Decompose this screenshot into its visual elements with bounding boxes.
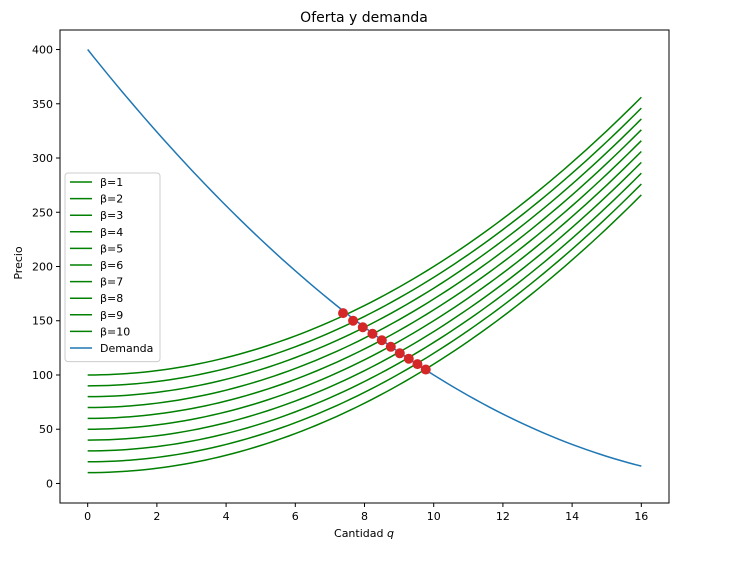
equilibrium-point-6 [376, 335, 387, 346]
y-axis-label: Precio [12, 246, 25, 280]
legend-label: β=8 [100, 292, 123, 305]
legend: β=1 β=2 β=3 β=4 β=5 β=6 β=7 β=8 β=9 β=10 Demanda [64, 172, 161, 363]
y-tick-label: 300 [32, 152, 53, 165]
equilibrium-point-10 [338, 308, 349, 319]
y-tick-label: 400 [32, 44, 53, 57]
supply-curve-6 [87, 140, 642, 420]
supply-curve-8 [87, 118, 642, 398]
equilibrium-point-2 [412, 359, 423, 370]
supply-curve-4 [87, 161, 642, 441]
supply-curve-7 [87, 129, 642, 409]
x-tick-label: 14 [565, 510, 579, 523]
legend-label: β=3 [100, 209, 123, 222]
x-tick-label: 6 [292, 510, 299, 523]
x-axis-label: Cantidad q [334, 527, 394, 540]
chart-title: Oferta y demanda [300, 10, 428, 26]
equilibrium-point-3 [403, 353, 414, 364]
x-tick-label: 2 [153, 510, 160, 523]
y-tick-label: 100 [32, 369, 53, 382]
x-tick-label: 4 [223, 510, 230, 523]
x-tick-label: 16 [634, 510, 648, 523]
legend-label: β=1 [100, 176, 123, 189]
supply-curve-9 [87, 107, 642, 387]
y-tick-label: 350 [32, 98, 53, 111]
legend-label: β=4 [100, 226, 123, 239]
equilibrium-point-5 [385, 341, 396, 352]
legend-label: Demanda [100, 342, 153, 355]
x-tick-label: 0 [84, 510, 91, 523]
legend-label: β=2 [100, 193, 123, 206]
legend-label: β=5 [100, 242, 123, 255]
equilibrium-point-7 [367, 328, 378, 339]
supply-curve-10 [87, 96, 642, 376]
legend-label: β=6 [100, 259, 123, 272]
axes: 0 2 4 6 8 10 12 14 16 0 50 100 150 200 250 300 350 400 [32, 29, 670, 523]
equilibrium-point-9 [348, 315, 359, 326]
legend-label: β=9 [100, 309, 123, 322]
x-tick-label: 10 [427, 510, 441, 523]
y-tick-label: 250 [32, 206, 53, 219]
supply-curve-3 [87, 172, 642, 452]
y-tick-label: 50 [39, 423, 53, 436]
equilibrium-point-4 [394, 348, 405, 359]
supply-curve-1 [87, 194, 642, 474]
legend-label: β=7 [100, 276, 123, 289]
y-tick-label: 150 [32, 315, 53, 328]
legend-label: β=10 [100, 325, 130, 338]
x-tick-label: 12 [496, 510, 510, 523]
y-tick-label: 0 [46, 477, 53, 490]
equilibrium-point-1 [420, 364, 431, 375]
supply-curve-2 [87, 183, 642, 463]
supply-curve-5 [87, 150, 642, 430]
equilibrium-point-8 [357, 322, 368, 333]
y-tick-label: 200 [32, 261, 53, 274]
plot-area [87, 49, 642, 474]
x-tick-label: 8 [361, 510, 368, 523]
